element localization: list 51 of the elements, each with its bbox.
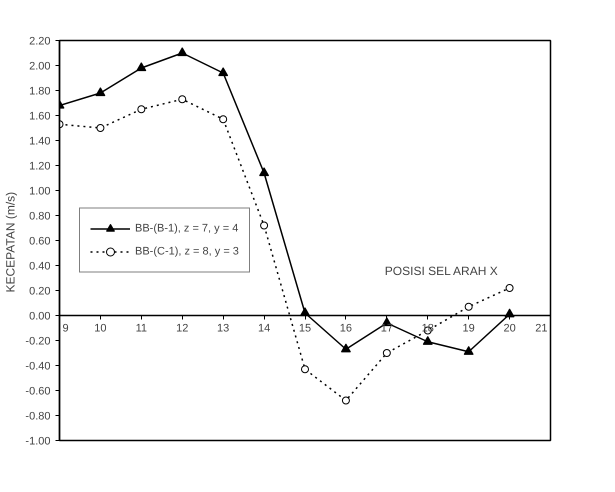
legend-label: BB-(B-1), z = 7, y = 4 (135, 222, 238, 234)
point (342, 396, 350, 404)
y-tick-label: 0.20 (29, 286, 51, 298)
point (259, 167, 270, 176)
y-tick-label: -1.00 (25, 436, 51, 448)
x-tick-label: 15 (298, 322, 312, 334)
y-tick-label: 2.20 (29, 36, 51, 48)
y-tick-label: 0.80 (29, 210, 51, 222)
x-tick-label: 12 (176, 322, 188, 334)
legend-label: BB-(C-1), z = 8, y = 3 (135, 246, 239, 258)
point (136, 62, 146, 72)
y-tick-label: -0.80 (25, 410, 51, 422)
point (95, 87, 106, 96)
point (96, 124, 104, 132)
y-tick-label: 0.40 (29, 260, 51, 272)
x-tick-label: 20 (503, 322, 516, 334)
point (464, 302, 473, 311)
x-tick-label: 13 (217, 322, 230, 334)
x-axis-title: POSISI SEL ARAH X (384, 264, 498, 278)
y-tick-label: 0.00 (29, 310, 51, 322)
y-tick-label: -0.40 (25, 360, 51, 372)
y-tick-label: 1.40 (29, 136, 51, 148)
y-tick-label: -0.60 (25, 386, 51, 398)
point (422, 336, 433, 345)
x-tick-label: 16 (340, 322, 352, 334)
x-tick-label: 14 (258, 322, 270, 334)
point (382, 349, 391, 357)
point (464, 346, 474, 355)
y-tick-label: 1.60 (29, 110, 51, 122)
y-axis-title: KECEPATAN (m/s) (3, 192, 18, 292)
y-tick-label: 2.00 (29, 60, 51, 72)
y-tick-label: 0.60 (29, 236, 51, 248)
x-tick-label: 17 (380, 322, 393, 334)
point (137, 105, 146, 114)
y-tick-label: 1.80 (29, 86, 51, 98)
y-tick-label: 1.00 (29, 186, 51, 198)
x-tick-label: 9 (62, 322, 69, 334)
y-tick-label: 1.20 (29, 160, 51, 172)
point (506, 284, 514, 292)
point (218, 67, 228, 76)
x-tick-label: 10 (94, 322, 107, 334)
x-tick-label: 11 (136, 322, 148, 334)
point (178, 95, 186, 104)
point (260, 222, 268, 230)
x-tick-label: 19 (462, 322, 475, 334)
point (301, 365, 309, 374)
point (219, 115, 228, 124)
point (177, 47, 188, 56)
x-tick-label: 21 (535, 322, 548, 334)
y-tick-label: -0.20 (25, 336, 51, 348)
point (340, 344, 351, 352)
